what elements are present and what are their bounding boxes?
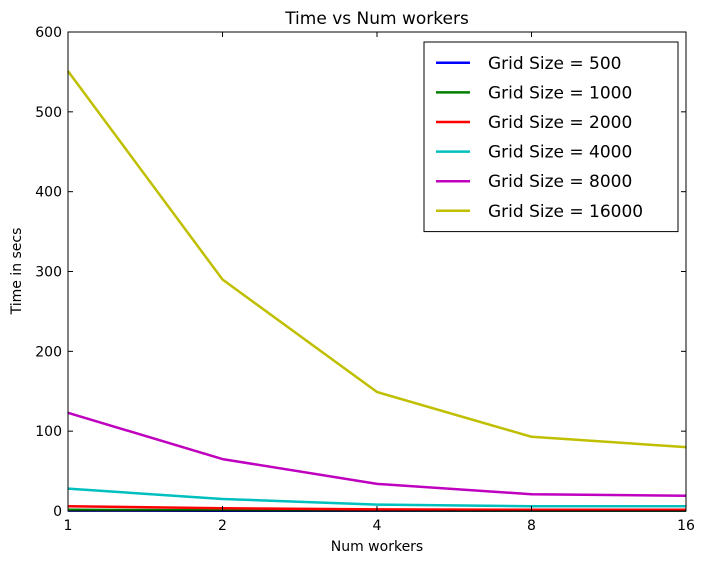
ticks-layer: 1 2 4 8 16 0 100 200 300 400 500 600 xyxy=(35,25,695,534)
legend-label: Grid Size = 1000 xyxy=(488,83,632,103)
y-tick-label: 600 xyxy=(35,25,62,41)
y-tick-label: 300 xyxy=(35,265,62,281)
legend-label: Grid Size = 2000 xyxy=(488,113,632,133)
legend-box xyxy=(423,41,679,233)
legend-label: Grid Size = 500 xyxy=(488,54,621,74)
legend-label: Grid Size = 16000 xyxy=(488,202,643,222)
y-tick-label: 0 xyxy=(53,504,62,520)
x-tick-label: 8 xyxy=(527,518,536,534)
legend-label: Grid Size = 4000 xyxy=(488,143,632,163)
y-tick-label: 200 xyxy=(35,344,62,360)
legend-label: Grid Size = 8000 xyxy=(488,172,632,192)
x-axis-label: Num workers xyxy=(331,539,423,555)
plot-frame xyxy=(67,31,687,512)
x-tick-label: 16 xyxy=(677,518,695,534)
chart-title: Time vs Num workers xyxy=(284,9,469,29)
series-line-5 xyxy=(66,70,687,449)
y-axis-label: Time in secs xyxy=(9,228,25,316)
series-line-3 xyxy=(67,487,686,508)
x-tick-label: 4 xyxy=(373,518,382,534)
y-tick-label: 500 xyxy=(35,105,62,121)
y-tick-label: 100 xyxy=(35,424,62,440)
series-line-4 xyxy=(67,411,687,498)
y-tick-label: 400 xyxy=(35,185,62,201)
x-tick-label: 1 xyxy=(64,518,73,534)
x-tick-label: 2 xyxy=(218,518,227,534)
legend: Grid Size = 500 Grid Size = 1000 Grid Size… xyxy=(423,41,679,233)
